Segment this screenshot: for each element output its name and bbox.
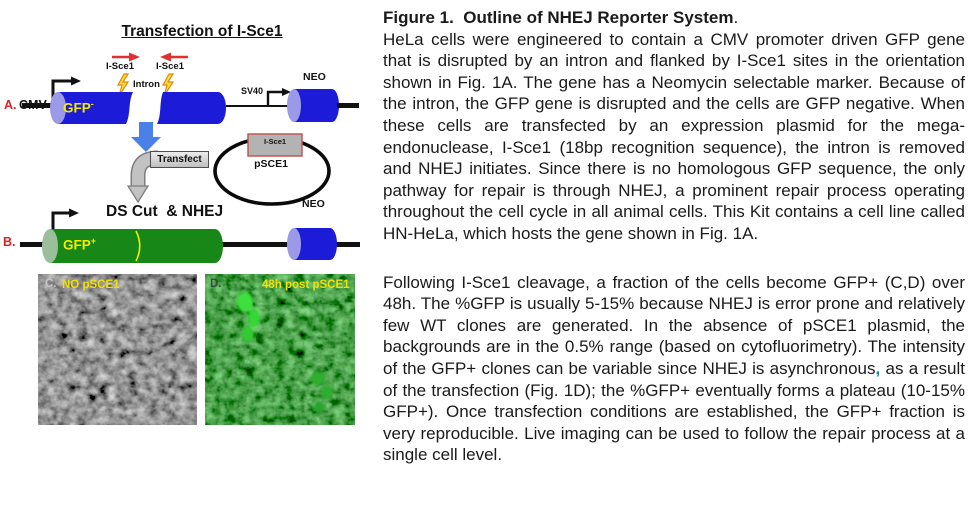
caption-heading: Figure 1. Outline of NHEJ Reporter Syste… [383,8,739,27]
gfp-repaired-cylinder [42,229,223,263]
phase-contrast-texture [38,274,197,425]
row-b-prefix: B. [3,235,16,249]
caption-paragraph-2: Following I-Sce1 cleavage, a fraction of… [383,272,965,465]
cut-site-bolt-icon [116,73,130,97]
isce1-site-label: I-Sce1 [156,61,184,72]
isce1-site-label: I-Sce1 [106,61,134,72]
repair-junction-scar [135,230,141,262]
down-arrow-icon [131,122,161,152]
dna-line [22,103,58,108]
dna-line [226,105,292,107]
dna-line [337,103,359,108]
panel-d-letter: D. [210,278,222,290]
neo-label: NEO [302,198,325,210]
gfp-gene-cylinder-a [50,92,226,124]
ds-cut-nhej-label: DS Cut & NHEJ [106,203,224,220]
isce1-forward-arrow-icon [112,52,140,62]
gfp-positive-label: GFP+ [63,236,97,253]
figure-caption: Figure 1. Outline of NHEJ Reporter Syste… [383,7,965,466]
transfect-step-box: Transfect [150,151,209,168]
intron-label: Intron [133,79,160,90]
micrograph-panel-c: C. NO pSCE1 [38,274,197,425]
neo-gene-cylinder-b [287,228,337,260]
neo-gene-cylinder-a [287,89,339,122]
sv40-promoter-arrow-icon [266,88,291,106]
diagram-title: Transfection of I-Sce1 [121,23,283,40]
micrograph-panel-d: D. 48h post pSCE1 [205,274,355,425]
panel-c-letter: C. [45,278,57,290]
panel-d-label: 48h post pSCE1 [262,279,350,291]
cut-site-bolt-icon [161,73,175,97]
neo-label: NEO [303,71,326,83]
cmv-promoter-label: CMV [19,98,47,112]
plasmid-insert-label: I-Sce1 [263,137,287,146]
gfp-negative-label: GFP- [63,99,94,116]
panel-c-label: NO pSCE1 [62,279,120,291]
isce1-reverse-arrow-icon [160,52,188,62]
plasmid-name-label: pSCE1 [254,158,288,170]
nhej-reporter-diagram: Transfection of I-Sce1 I-Sce1 I-Sce1 Int… [0,0,380,529]
sv40-promoter-label: SV40 [241,86,264,96]
teal-comma: , [875,358,881,378]
psce1-plasmid-circle [213,133,331,206]
isce1-insert-box [247,133,303,157]
gfp-fluorescence-texture [205,274,355,425]
row-a-prefix: A. [4,98,17,112]
gfp-positive-cell-cluster [237,292,333,413]
construct-diagram-art [20,52,360,263]
caption-paragraph-1: HeLa cells were engineered to contain a … [383,29,965,243]
